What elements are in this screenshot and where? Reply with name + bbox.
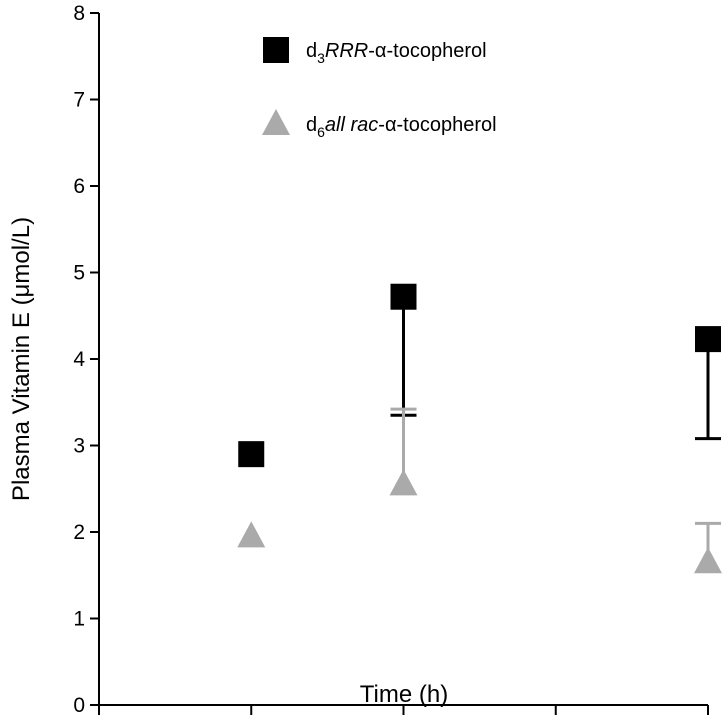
y-tick-label: 4 [73, 348, 85, 371]
legend-label: d3RRR-α-tocopherol [306, 40, 487, 66]
x-ticks: 06121824 [98, 705, 709, 715]
y-tick-label: 3 [73, 435, 85, 458]
data-point [695, 326, 721, 353]
legend: d3RRR-α-tocopherol d6all rac-α-tocopherol [262, 37, 497, 140]
legend-label: d6all rac-α-tocopherol [306, 114, 497, 140]
legend-triangle-marker [262, 109, 290, 135]
y-tick-label: 6 [73, 175, 85, 198]
y-ticks: 0 1 2 3 4 5 6 7 8 [73, 2, 99, 717]
legend-square-marker [263, 37, 289, 63]
y-tick-label: 8 [73, 2, 85, 25]
data-point [238, 441, 265, 468]
axes: 0 1 2 3 4 5 6 7 8 06121824 [73, 2, 709, 717]
x-axis-label: Time (h) [360, 681, 448, 708]
y-axis-label: Plasma Vitamin E (μmol/L) [8, 217, 35, 501]
legend-item-allrac: d6all rac-α-tocopherol [262, 109, 497, 140]
data-point [694, 547, 722, 574]
legend-item-rrr: d3RRR-α-tocopherol [263, 37, 487, 66]
y-tick-label: 1 [73, 608, 85, 631]
data-point [237, 521, 266, 548]
y-tick-label: 5 [73, 262, 85, 285]
data-point [390, 283, 417, 310]
y-tick-label: 2 [73, 521, 85, 544]
data-point [389, 469, 418, 496]
series-rrr [238, 283, 721, 468]
y-tick-label: 0 [73, 694, 85, 717]
y-tick-label: 7 [73, 89, 85, 112]
series-layer [237, 283, 722, 574]
series-allrac [237, 407, 722, 574]
